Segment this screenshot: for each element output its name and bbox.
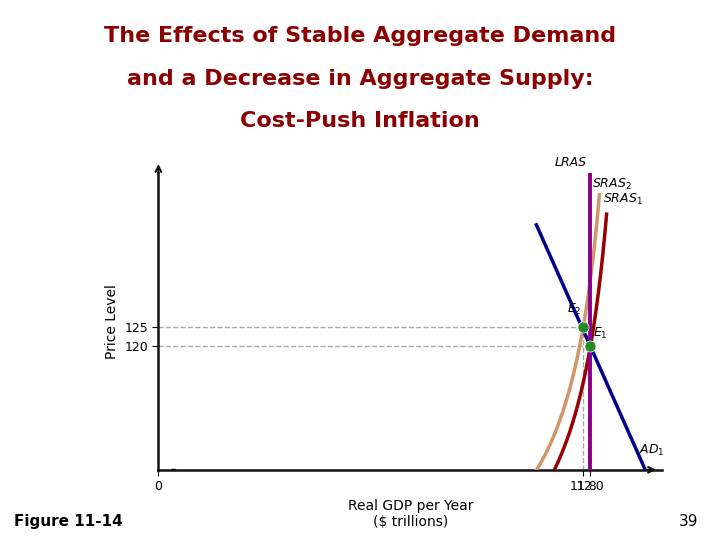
Text: $E_1$: $E_1$	[593, 326, 608, 341]
Text: Cost-Push Inflation: Cost-Push Inflation	[240, 111, 480, 131]
Text: $SRAS_1$: $SRAS_1$	[603, 192, 643, 207]
X-axis label: Real GDP per Year
($ trillions): Real GDP per Year ($ trillions)	[348, 499, 473, 529]
Y-axis label: Price Level: Price Level	[104, 284, 119, 359]
Text: $SRAS_2$: $SRAS_2$	[593, 177, 632, 192]
Text: Figure 11-14: Figure 11-14	[14, 514, 123, 529]
Text: $E_2$: $E_2$	[567, 302, 582, 318]
Text: LRAS: LRAS	[555, 156, 587, 169]
Text: 39: 39	[679, 514, 698, 529]
Text: and a Decrease in Aggregate Supply:: and a Decrease in Aggregate Supply:	[127, 69, 593, 89]
Text: $AD_1$: $AD_1$	[639, 443, 665, 458]
Text: The Effects of Stable Aggregate Demand: The Effects of Stable Aggregate Demand	[104, 26, 616, 46]
